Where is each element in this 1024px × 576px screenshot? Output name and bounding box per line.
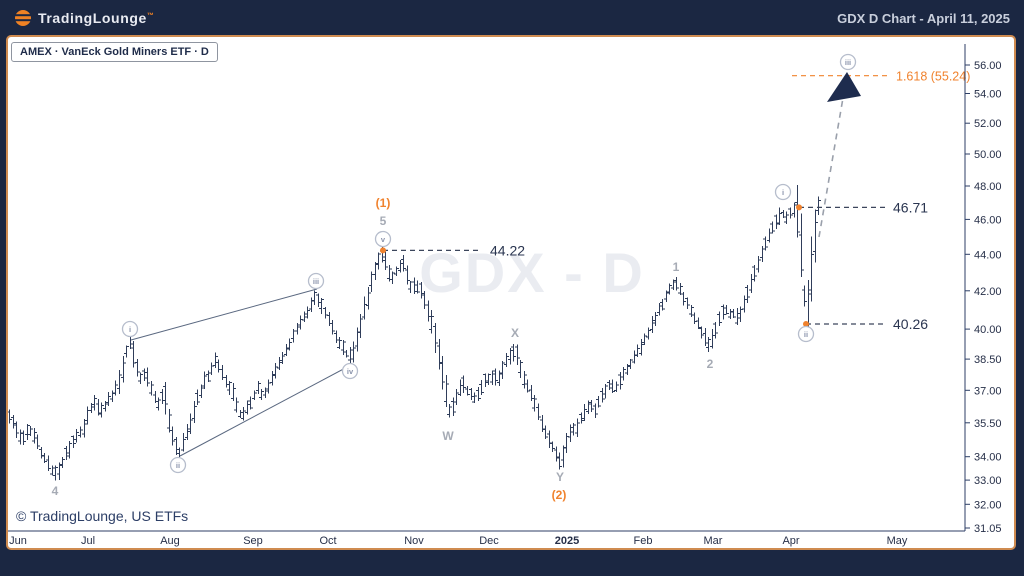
- wave-label-circled: i: [774, 183, 792, 201]
- x-tick-label: Jul: [81, 535, 95, 547]
- chart-title: GDX D Chart - April 11, 2025: [837, 10, 1010, 26]
- svg-text:iii: iii: [845, 58, 851, 67]
- symbol-selector[interactable]: AMEX · VanEck Gold Miners ETF · D: [11, 42, 218, 62]
- wave-label: (1): [376, 196, 391, 210]
- svg-text:v: v: [381, 235, 386, 244]
- wave-label: 2: [707, 357, 714, 371]
- trend-line: [179, 364, 352, 457]
- x-tick-label: Mar: [704, 535, 723, 547]
- brand-logo[interactable]: TradingLounge™: [14, 9, 155, 27]
- price-level-label: 40.26: [893, 316, 928, 332]
- wave-label: W: [442, 429, 454, 443]
- y-tick-label: 46.00: [974, 214, 1002, 226]
- x-tick-label: Sep: [243, 535, 263, 547]
- brand-name: TradingLounge™: [38, 10, 155, 26]
- wave-label: 1: [673, 260, 680, 274]
- level-anchor-dot: [803, 321, 809, 327]
- x-tick-label: May: [887, 535, 908, 547]
- svg-text:ii: ii: [176, 461, 180, 470]
- price-level-label: 46.71: [893, 199, 928, 215]
- y-tick-label: 54.00: [974, 89, 1002, 101]
- y-tick-label: 48.00: [974, 181, 1002, 193]
- svg-text:ii: ii: [804, 330, 808, 339]
- trend-line: [130, 288, 318, 341]
- price-level-label: 1.618 (55.24): [896, 70, 970, 84]
- y-tick-label: 38.50: [974, 354, 1002, 366]
- y-tick-label: 40.00: [974, 324, 1002, 336]
- tradinglounge-icon: [15, 10, 31, 26]
- wave-label: 5: [380, 214, 387, 228]
- y-tick-label: 32.00: [974, 499, 1002, 511]
- watermark: GDX - D: [419, 241, 645, 304]
- level-anchor-dot: [796, 204, 802, 211]
- x-tick-label: Apr: [782, 535, 799, 547]
- wave-label-circled: ii: [169, 456, 187, 474]
- x-tick-label: Aug: [160, 535, 180, 547]
- svg-text:i: i: [129, 325, 131, 334]
- app-header: TradingLounge™ GDX D Chart - April 11, 2…: [0, 0, 1024, 36]
- y-tick-label: 42.00: [974, 286, 1002, 298]
- y-tick-label: 44.00: [974, 249, 1002, 261]
- wave-label-circled: i: [121, 320, 139, 338]
- copyright-text: © TradingLounge, US ETFs: [16, 508, 189, 524]
- svg-text:i: i: [782, 188, 784, 197]
- y-tick-label: 34.00: [974, 452, 1002, 464]
- y-tick-label: 50.00: [974, 149, 1002, 161]
- wave-label: Y: [556, 470, 564, 484]
- y-tick-label: 35.50: [974, 418, 1002, 430]
- wave-label-circled: iii: [307, 272, 325, 290]
- x-tick-label: Dec: [479, 535, 499, 547]
- level-anchor-dot: [380, 247, 386, 254]
- wave-label: X: [511, 326, 519, 340]
- ohlc-bars: [8, 185, 821, 481]
- wave-label-circled: v: [374, 230, 392, 248]
- x-tick-label: Jun: [9, 535, 27, 547]
- svg-text:iv: iv: [347, 367, 354, 376]
- y-tick-label: 31.05: [974, 523, 1002, 535]
- projection-line: [818, 97, 844, 238]
- x-tick-label: Feb: [634, 535, 653, 547]
- y-tick-label: 37.00: [974, 385, 1002, 397]
- wave-label-circled: iii: [839, 53, 857, 71]
- wave-label-circled: iv: [341, 362, 359, 380]
- wave-label: 4: [52, 484, 59, 498]
- y-tick-label: 56.00: [974, 60, 1002, 72]
- up-arrow-icon: [827, 72, 861, 102]
- price-level-label: 44.22: [490, 242, 525, 258]
- y-tick-label: 52.00: [974, 118, 1002, 130]
- svg-text:iii: iii: [313, 277, 319, 286]
- wave-label-circled: ii: [797, 325, 815, 343]
- y-tick-label: 33.00: [974, 475, 1002, 487]
- x-tick-label: 2025: [555, 535, 579, 547]
- x-tick-label: Oct: [319, 535, 336, 547]
- wave-label: (2): [552, 488, 567, 502]
- x-tick-label: Nov: [404, 535, 424, 547]
